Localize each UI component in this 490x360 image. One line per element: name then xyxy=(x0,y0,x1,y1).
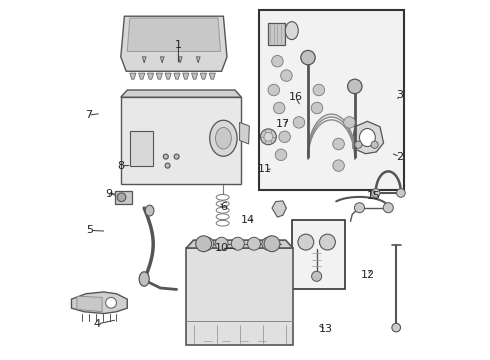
Text: 17: 17 xyxy=(276,119,290,129)
Polygon shape xyxy=(174,73,180,79)
Ellipse shape xyxy=(371,141,378,148)
Ellipse shape xyxy=(392,323,400,332)
Ellipse shape xyxy=(174,154,179,159)
Text: 2: 2 xyxy=(396,152,403,162)
Text: 4: 4 xyxy=(94,319,101,329)
Ellipse shape xyxy=(117,193,126,202)
Polygon shape xyxy=(186,240,293,248)
Ellipse shape xyxy=(281,70,292,81)
Ellipse shape xyxy=(285,22,298,40)
Text: 16: 16 xyxy=(289,92,302,102)
Polygon shape xyxy=(165,73,171,79)
Bar xyxy=(292,220,345,289)
Ellipse shape xyxy=(261,129,276,145)
Text: 11: 11 xyxy=(258,164,272,174)
Ellipse shape xyxy=(396,189,405,197)
Polygon shape xyxy=(121,97,242,184)
Ellipse shape xyxy=(264,132,273,141)
Text: 7: 7 xyxy=(85,110,92,120)
Ellipse shape xyxy=(319,234,335,250)
Ellipse shape xyxy=(275,149,287,161)
Text: 3: 3 xyxy=(396,90,403,100)
Polygon shape xyxy=(183,73,189,79)
Text: 15: 15 xyxy=(367,191,381,201)
Ellipse shape xyxy=(312,271,321,282)
Ellipse shape xyxy=(298,234,314,250)
Ellipse shape xyxy=(196,236,212,252)
Ellipse shape xyxy=(139,272,149,286)
Ellipse shape xyxy=(215,237,228,250)
Ellipse shape xyxy=(360,129,375,147)
Polygon shape xyxy=(72,292,127,314)
Ellipse shape xyxy=(273,102,285,114)
Ellipse shape xyxy=(333,160,344,171)
Text: 8: 8 xyxy=(117,161,124,171)
Ellipse shape xyxy=(201,237,214,250)
Text: 5: 5 xyxy=(86,225,93,235)
Ellipse shape xyxy=(210,120,237,156)
Ellipse shape xyxy=(271,55,283,67)
Text: 6: 6 xyxy=(220,202,227,212)
Ellipse shape xyxy=(247,237,261,250)
Bar xyxy=(259,10,404,190)
Text: 14: 14 xyxy=(241,215,255,225)
Ellipse shape xyxy=(262,237,275,250)
Polygon shape xyxy=(192,73,197,79)
Ellipse shape xyxy=(343,117,355,128)
Ellipse shape xyxy=(371,189,380,197)
Ellipse shape xyxy=(145,205,154,216)
Polygon shape xyxy=(147,73,153,79)
Polygon shape xyxy=(156,73,162,79)
Ellipse shape xyxy=(301,50,315,65)
Ellipse shape xyxy=(106,297,117,308)
Text: 9: 9 xyxy=(105,189,113,199)
Ellipse shape xyxy=(313,84,324,96)
Polygon shape xyxy=(127,18,220,51)
Polygon shape xyxy=(139,73,145,79)
Ellipse shape xyxy=(231,237,245,250)
Ellipse shape xyxy=(354,203,365,213)
Polygon shape xyxy=(240,122,249,144)
Text: 1: 1 xyxy=(175,40,182,50)
Ellipse shape xyxy=(279,131,291,143)
Ellipse shape xyxy=(165,163,170,168)
Text: 10: 10 xyxy=(215,243,229,253)
Ellipse shape xyxy=(163,154,169,159)
Polygon shape xyxy=(200,73,206,79)
Polygon shape xyxy=(186,248,293,345)
Polygon shape xyxy=(121,16,227,71)
Polygon shape xyxy=(209,73,215,79)
Ellipse shape xyxy=(216,127,231,149)
Polygon shape xyxy=(272,201,286,217)
Ellipse shape xyxy=(383,203,393,213)
Ellipse shape xyxy=(347,79,362,94)
Polygon shape xyxy=(269,23,285,45)
Ellipse shape xyxy=(264,236,280,252)
Bar xyxy=(130,131,153,166)
Polygon shape xyxy=(77,296,102,312)
Text: 12: 12 xyxy=(360,270,374,280)
Text: 13: 13 xyxy=(319,324,333,334)
Polygon shape xyxy=(121,90,242,97)
Polygon shape xyxy=(353,121,384,154)
Polygon shape xyxy=(116,191,132,204)
Ellipse shape xyxy=(268,84,280,96)
Ellipse shape xyxy=(333,138,344,150)
Ellipse shape xyxy=(293,117,305,128)
Ellipse shape xyxy=(355,141,362,148)
Polygon shape xyxy=(130,73,136,79)
Ellipse shape xyxy=(311,102,323,114)
